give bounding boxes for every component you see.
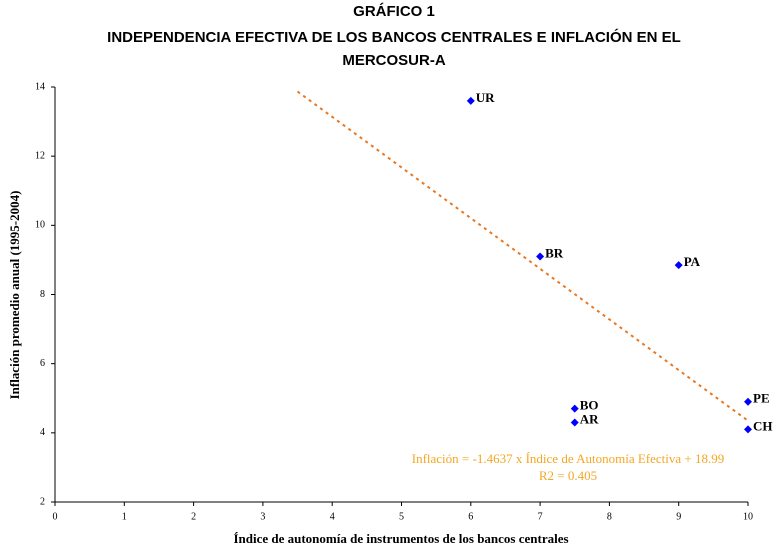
annotation: R2 = 0.405	[539, 468, 597, 483]
y-tick-label: 12	[35, 150, 45, 161]
x-tick-label: 9	[676, 511, 681, 522]
y-tick-label: 6	[40, 358, 45, 369]
x-tick-label: 0	[53, 511, 58, 522]
y-tick-label: 14	[35, 81, 45, 92]
x-tick-label: 1	[122, 511, 127, 522]
x-tick-label: 10	[743, 511, 753, 522]
point	[744, 425, 752, 434]
point-label: AR	[580, 411, 599, 426]
y-axis-label: Inflación promedio anual (1995-2004)	[7, 191, 22, 400]
x-tick-label: 6	[468, 511, 473, 522]
point-label: CH	[753, 418, 773, 433]
point-label: BR	[545, 245, 564, 260]
x-tick-label: 2	[191, 511, 196, 522]
y-tick-label: 2	[40, 496, 45, 507]
point-label: PA	[684, 254, 701, 269]
point	[466, 96, 475, 105]
trendline	[296, 90, 749, 422]
y-tick-label: 4	[40, 427, 45, 438]
annotation: Inflación = -1.4637 x Índice de Autonomí…	[412, 451, 725, 466]
x-tick-label: 5	[399, 511, 404, 522]
point	[536, 252, 545, 261]
chart-title: GRÁFICO 1	[353, 3, 435, 20]
point	[570, 418, 579, 427]
x-tick-label: 8	[607, 511, 612, 522]
point-label: PE	[753, 391, 770, 406]
y-tick-label: 8	[40, 289, 45, 300]
chart-title: INDEPENDENCIA EFECTIVA DE LOS BANCOS CEN…	[107, 28, 681, 46]
point	[570, 404, 579, 413]
point	[674, 261, 683, 270]
point-label: UR	[476, 90, 495, 105]
x-tick-label: 4	[330, 511, 335, 522]
x-axis-label: Índice de autonomía de instrumentos de l…	[233, 531, 568, 546]
chart-title: MERCOSUR-A	[342, 52, 445, 69]
point	[744, 397, 752, 406]
x-tick-label: 3	[260, 511, 265, 522]
x-tick-label: 7	[538, 511, 543, 522]
y-tick-label: 10	[35, 220, 45, 231]
point-label: BO	[580, 398, 599, 413]
